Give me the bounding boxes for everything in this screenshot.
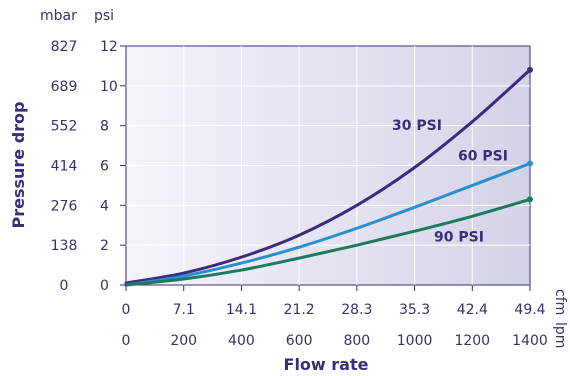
series-line-0 [124, 68, 532, 285]
series-label: 60 PSI [458, 149, 508, 165]
x-tick-label-lpm: 1200 [454, 333, 490, 349]
series-label: 90 PSI [434, 229, 484, 245]
x-tick-label-cfm: 14.1 [226, 302, 257, 318]
y-unit-mbar: mbar [40, 8, 77, 24]
x-tick-label-lpm: 0 [122, 333, 131, 349]
x-tick-label-cfm: 49.4 [514, 302, 545, 318]
y-tick-label-psi: 6 [100, 159, 109, 175]
x-axis-title: Flow rate [284, 355, 369, 374]
y-tick-label-mbar: 0 [60, 278, 69, 294]
grid-lines [126, 46, 530, 285]
y-unit-psi: psi [94, 8, 114, 24]
series-label: 30 PSI [392, 118, 442, 134]
x-tick-label-cfm: 7.1 [173, 302, 195, 318]
series-line-1 [124, 162, 532, 287]
y-tick-label-psi: 12 [100, 39, 118, 55]
x-tick-label-cfm: 42.4 [457, 302, 488, 318]
y-tick-label-mbar: 827 [51, 39, 78, 55]
y-tick-label-mbar: 414 [51, 159, 78, 175]
tick-layer: 007.120014.140021.260028.380035.3100042.… [51, 39, 548, 349]
series-end-point [527, 160, 533, 167]
series-line-2 [124, 197, 532, 287]
x-tick-label-cfm: 21.2 [284, 302, 315, 318]
series-layer: 30 PSI 60 PSI 90 PSI [124, 66, 533, 287]
x-tick-label-lpm: 400 [228, 333, 255, 349]
y-tick-label-psi: 2 [100, 238, 109, 254]
x-unit-cfm: cfm [552, 289, 568, 315]
y-axis-title: Pressure drop [9, 101, 28, 228]
series-end-point [527, 66, 533, 73]
x-unit-lpm: lpm [552, 322, 568, 348]
y-tick-label-mbar: 138 [51, 238, 78, 254]
y-tick-label-mbar: 552 [51, 119, 78, 135]
x-tick-label-cfm: 0 [122, 302, 131, 318]
x-tick-label-cfm: 35.3 [399, 302, 430, 318]
x-tick-label-cfm: 28.3 [341, 302, 372, 318]
series-end-point [527, 196, 533, 203]
y-tick-label-psi: 4 [100, 198, 109, 214]
y-tick-label-psi: 0 [100, 278, 109, 294]
y-tick-label-psi: 10 [100, 79, 118, 95]
y-tick-label-psi: 8 [100, 119, 109, 135]
y-tick-label-mbar: 689 [51, 79, 78, 95]
x-tick-label-lpm: 800 [343, 333, 370, 349]
x-tick-label-lpm: 1000 [397, 333, 433, 349]
x-tick-label-lpm: 200 [170, 333, 197, 349]
x-tick-label-lpm: 600 [286, 333, 313, 349]
y-tick-label-mbar: 276 [51, 198, 78, 214]
x-tick-label-lpm: 1400 [512, 333, 548, 349]
